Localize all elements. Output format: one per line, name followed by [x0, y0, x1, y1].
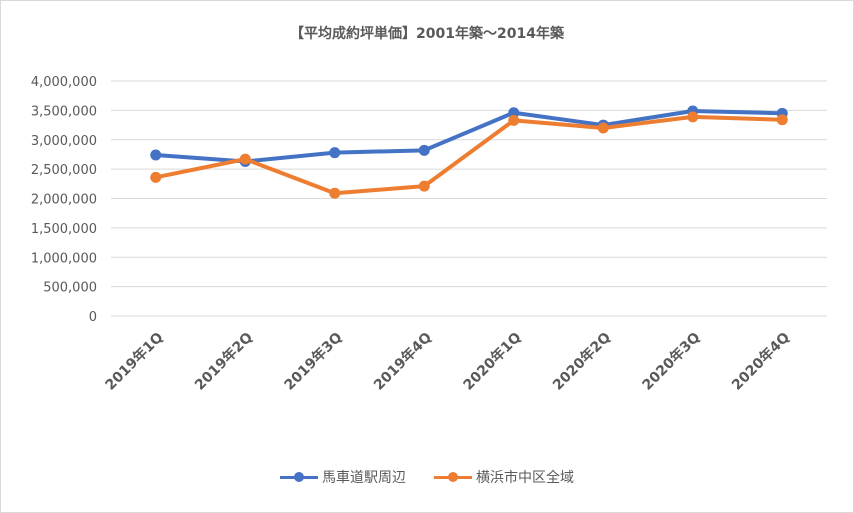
x-tick-label: 2020年2Q	[549, 329, 614, 394]
legend-marker-series-2	[434, 472, 472, 482]
x-tick-label: 2020年4Q	[728, 329, 793, 394]
legend-label-series-2: 横浜市中区全域	[476, 470, 574, 486]
y-tick-label: 2,000,000	[31, 193, 97, 208]
legend-item-series-1: 馬車道駅周辺	[280, 467, 406, 487]
legend-label-series-1: 馬車道駅周辺	[322, 470, 406, 486]
x-tick-label: 2019年2Q	[191, 329, 256, 394]
legend-marker-series-1	[280, 472, 318, 482]
data-point-series-1	[150, 149, 162, 161]
legend: 馬車道駅周辺 横浜市中区全域	[1, 467, 853, 487]
data-point-series-1	[508, 107, 520, 119]
legend-item-series-2: 横浜市中区全域	[434, 467, 574, 487]
line-chart: 0 500,000 1,000,000 1,500,000 2,000,000 2,500…	[31, 75, 827, 394]
x-tick-label: 2020年1Q	[460, 329, 525, 394]
data-point-series-2	[239, 153, 251, 165]
data-point-series-1	[329, 147, 341, 159]
y-tick-label: 3,000,000	[31, 134, 97, 149]
data-point-series-2	[776, 114, 788, 126]
data-point-series-2	[508, 114, 520, 126]
data-point-series-2	[150, 171, 162, 183]
y-tick-label: 3,500,000	[31, 104, 97, 119]
y-tick-label: 4,000,000	[31, 75, 97, 90]
data-point-series-2	[597, 122, 609, 134]
y-tick-label: 1,500,000	[31, 222, 97, 237]
y-tick-label: 0	[89, 310, 97, 325]
data-point-series-2	[329, 187, 341, 199]
series-line-2	[153, 114, 785, 196]
series-line-1	[153, 108, 785, 164]
y-tick-label: 1,000,000	[31, 251, 97, 266]
y-tick-label: 500,000	[43, 281, 97, 296]
x-tick-label: 2019年4Q	[370, 329, 435, 394]
data-point-series-1	[418, 144, 430, 156]
y-tick-label: 2,500,000	[31, 163, 97, 178]
data-point-series-2	[418, 180, 430, 192]
chart-title: 【平均成約坪単価】2001年築～2014年築	[290, 26, 564, 42]
data-point-series-2	[687, 111, 699, 123]
x-tick-label: 2020年3Q	[639, 329, 704, 394]
x-tick-label: 2019年3Q	[281, 329, 346, 394]
x-tick-label: 2019年1Q	[102, 329, 167, 394]
